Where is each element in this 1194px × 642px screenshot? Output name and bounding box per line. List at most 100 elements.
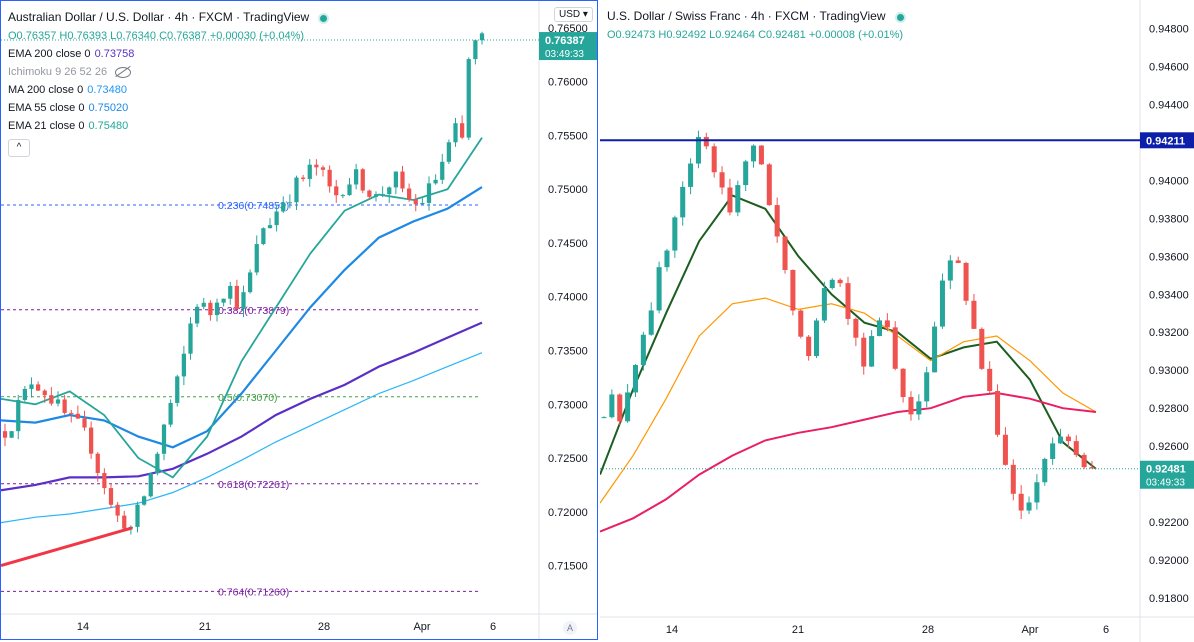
countdown-label: 03:49:33	[545, 49, 584, 60]
candle-body	[254, 244, 259, 273]
time-tick-label: 14	[666, 624, 678, 636]
candle-body	[82, 418, 87, 428]
symbol-title[interactable]: Australian Dollar / U.S. Dollar · 4h · F…	[8, 10, 310, 24]
candle-body	[609, 394, 615, 418]
price-tick-label: 0.92800	[1149, 403, 1189, 415]
candle-body	[155, 453, 160, 474]
indicator-ichimoku[interactable]: Ichimoku 9 26 52 26	[8, 63, 329, 81]
candle-body	[1057, 436, 1064, 444]
price-tick-label: 0.92000	[1149, 555, 1189, 567]
time-tick-label: Apr	[413, 621, 430, 633]
time-tick-label: Apr	[1021, 624, 1038, 636]
candle-body	[413, 199, 418, 205]
moving-average-line	[1, 186, 483, 449]
fib-level-label: 0.236(0.74853)	[218, 200, 289, 212]
price-tick-label: 0.71500	[548, 561, 588, 573]
candle-body	[971, 300, 977, 329]
candle-body	[751, 145, 757, 162]
candle-body	[274, 211, 279, 226]
candle-body	[340, 195, 345, 197]
indicator-ma200[interactable]: MA 200 close 0 0.73480	[8, 84, 127, 96]
candle-body	[29, 384, 34, 389]
price-tick-label: 0.92600	[1149, 441, 1189, 453]
candle-body	[648, 310, 654, 335]
candle-body	[869, 336, 875, 367]
price-tick-label: 0.75500	[548, 130, 588, 142]
horizontal-level-label: 0.94211	[1146, 135, 1185, 147]
candle-body	[466, 59, 471, 138]
indicator-ema55[interactable]: EMA 55 close 0 0.75020	[8, 102, 129, 114]
collapse-legend-button[interactable]: ^	[8, 139, 30, 157]
candle-body	[214, 302, 220, 316]
aud-usd-chart-svg[interactable]: 0.76500 0.76000 0.75500 0.75000 0.74500 0.740…	[1, 1, 597, 639]
candle-body	[393, 171, 398, 188]
candle-body	[1034, 482, 1040, 503]
candle-body	[16, 399, 21, 432]
moving-average-line	[600, 297, 1097, 504]
candle-body	[115, 504, 120, 516]
moving-average-line	[600, 391, 1097, 533]
currency-select[interactable]: USD ▾	[554, 7, 593, 22]
aud-usd-chart-pane[interactable]: 0.76500 0.76000 0.75500 0.75000 0.74500 0.740…	[0, 0, 598, 640]
candle-body	[287, 202, 292, 204]
candle-body	[75, 413, 80, 419]
usd-chf-chart-svg[interactable]: 0.948000.946000.944000.942000.940000.938…	[600, 0, 1194, 642]
candle-body	[175, 376, 180, 403]
symbol-title[interactable]: U.S. Dollar / Swiss Franc · 4h · FXCM · …	[607, 9, 886, 23]
candle-body	[845, 283, 851, 319]
candle-body	[1089, 467, 1095, 469]
candle-body	[955, 260, 961, 263]
candle-body	[900, 368, 906, 398]
candle-body	[334, 186, 339, 196]
fib-level-label: 0.618(0.72261)	[218, 479, 289, 491]
candle-body	[248, 272, 253, 293]
trend-line	[1, 526, 133, 568]
candle-body	[908, 397, 914, 415]
candle-body	[22, 388, 27, 400]
candle-body	[387, 187, 392, 195]
indicator-ema21[interactable]: EMA 21 close 0 0.75480	[8, 120, 129, 132]
candle-body	[947, 260, 953, 281]
auto-scale-button[interactable]: A	[563, 621, 577, 635]
time-tick-label: 6	[1103, 624, 1109, 636]
candle-body	[55, 399, 61, 404]
time-tick-label: 6	[490, 621, 496, 633]
candle-body	[102, 472, 107, 489]
candle-body	[400, 171, 405, 189]
ohlc-values: O0.76357 H0.76393 L0.76340 C0.76387 +0.0…	[8, 30, 305, 42]
candle-body	[407, 188, 412, 200]
price-tick-label: 0.91800	[1149, 593, 1189, 605]
candle-body	[979, 328, 985, 369]
countdown-label: 03:49:33	[1146, 478, 1185, 489]
candle-body	[108, 488, 114, 505]
usd-chf-chart-pane[interactable]: 0.948000.946000.944000.942000.940000.938…	[600, 0, 1194, 642]
indicator-ema200[interactable]: EMA 200 close 0 0.73758	[8, 48, 135, 60]
candle-body	[433, 179, 438, 184]
market-status-icon	[318, 12, 330, 24]
candle-body	[161, 424, 167, 454]
candle-body	[142, 496, 147, 505]
aud-usd-legend: Australian Dollar / U.S. Dollar · 4h · F…	[8, 8, 330, 157]
candle-body	[221, 298, 226, 303]
candle-body	[460, 123, 465, 138]
last-price-label: 0.76387	[545, 35, 585, 47]
candle-body	[853, 318, 859, 338]
candle-body	[301, 177, 306, 179]
candle-body	[69, 412, 74, 414]
candle-body	[1050, 443, 1056, 459]
candle-body	[122, 515, 127, 529]
candle-body	[813, 320, 820, 357]
candle-body	[932, 326, 938, 373]
candle-body	[782, 236, 788, 270]
candle-body	[241, 292, 246, 309]
candle-body	[790, 269, 796, 311]
hidden-eye-icon[interactable]	[115, 66, 132, 78]
price-tick-label: 0.76000	[548, 77, 588, 89]
candle-body	[837, 279, 843, 284]
time-tick-label: 21	[199, 621, 211, 633]
candle-body	[420, 202, 425, 205]
candle-body	[766, 164, 772, 206]
candle-body	[148, 473, 153, 497]
ohlc-values: O0.92473 H0.92492 L0.92464 C0.92481 +0.0…	[607, 29, 904, 41]
candle-body	[42, 390, 47, 396]
